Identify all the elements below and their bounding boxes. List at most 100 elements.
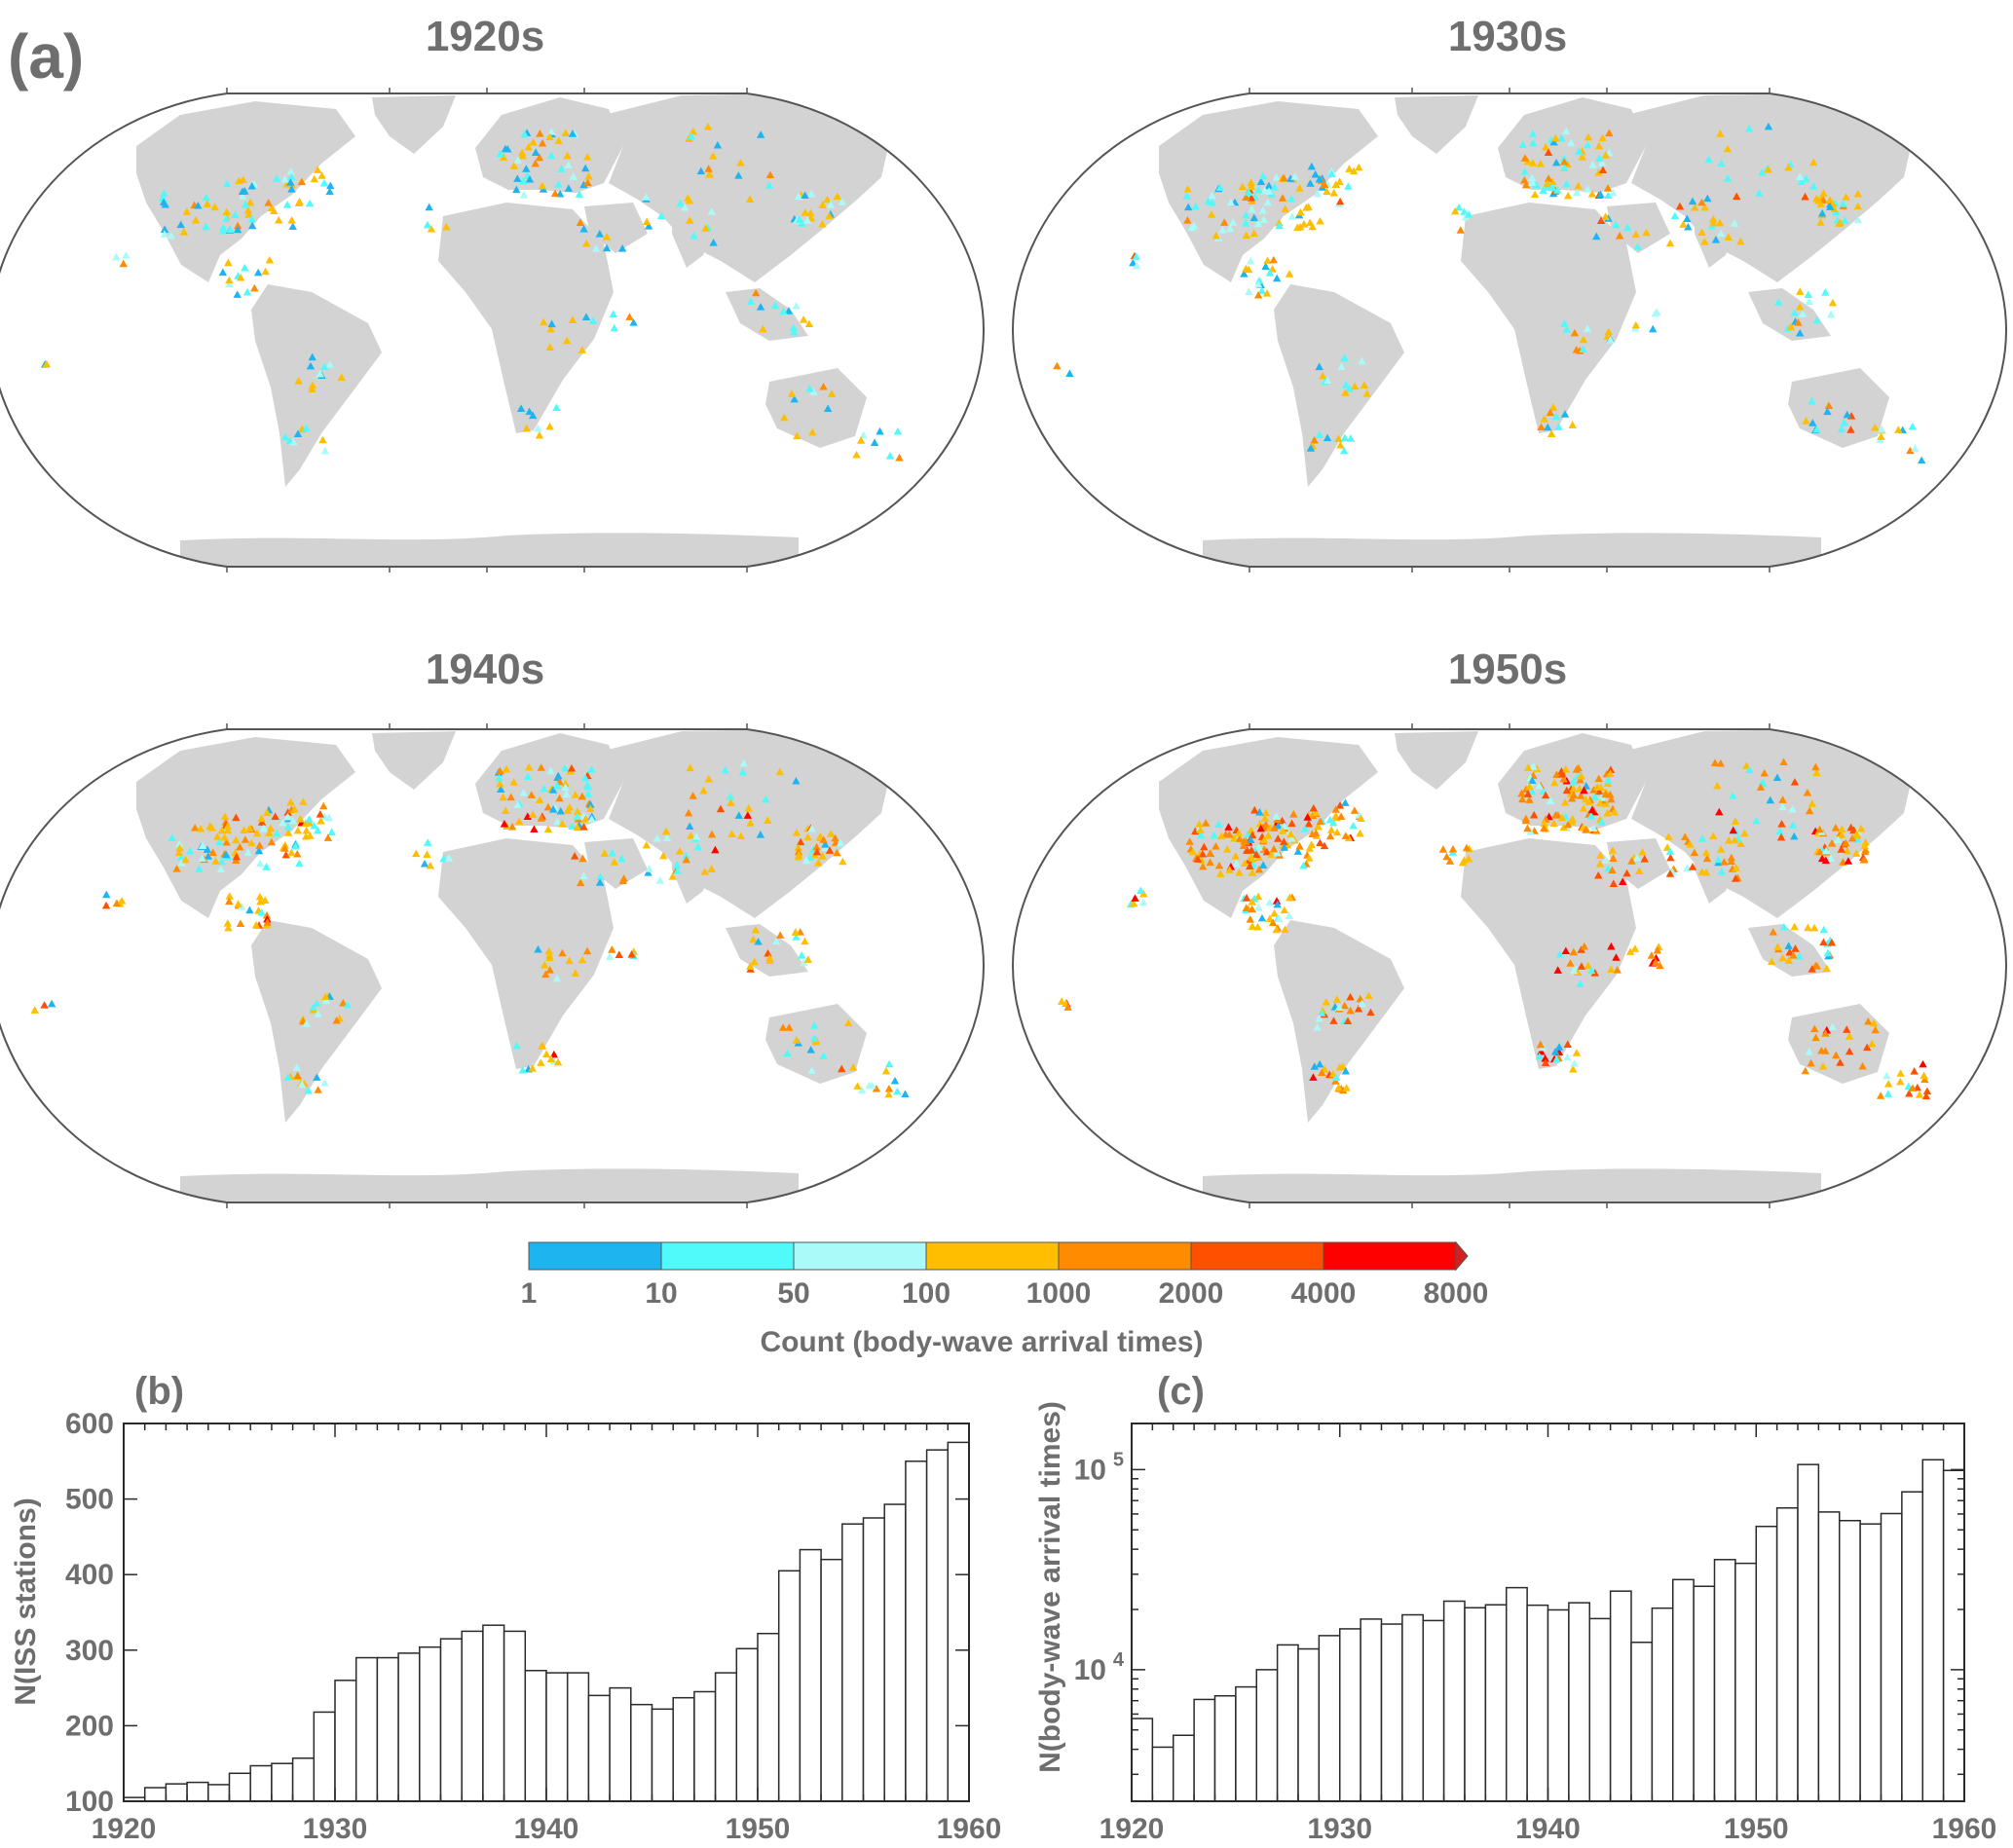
station-marker	[1559, 823, 1568, 832]
bar	[862, 1517, 885, 1802]
station-marker	[1448, 844, 1458, 853]
station-marker	[893, 1087, 902, 1095]
station-marker	[252, 829, 262, 837]
station-marker	[1263, 256, 1272, 264]
station-marker	[1808, 182, 1818, 190]
station-marker	[1773, 942, 1782, 950]
station-marker	[1821, 856, 1831, 865]
station-marker	[216, 865, 226, 873]
station-marker	[605, 952, 615, 960]
station-marker	[1769, 928, 1777, 936]
station-marker	[1896, 1069, 1905, 1077]
continent-antarctica	[1203, 1168, 1821, 1202]
station-marker	[211, 857, 220, 865]
station-marker	[1280, 843, 1289, 851]
station-marker	[1837, 831, 1846, 839]
station-marker	[1304, 819, 1314, 828]
bar	[757, 1632, 780, 1802]
ylabel-iss-stations: N(ISS stations)	[10, 1497, 42, 1705]
station-marker	[528, 411, 538, 420]
station-marker	[1335, 197, 1345, 205]
station-marker	[1606, 765, 1616, 773]
station-marker	[1656, 961, 1664, 970]
station-marker	[1845, 1047, 1854, 1055]
station-marker	[1529, 810, 1539, 819]
station-marker	[1360, 381, 1369, 389]
station-marker	[693, 842, 702, 851]
station-marker	[629, 318, 638, 326]
station-marker	[583, 178, 592, 186]
station-marker	[1584, 132, 1593, 141]
station-marker	[264, 199, 273, 206]
station-marker	[1527, 787, 1537, 795]
station-marker	[1801, 1066, 1809, 1075]
station-marker	[1818, 1061, 1828, 1070]
station-marker	[1579, 345, 1587, 353]
station-marker	[652, 833, 661, 842]
station-marker	[234, 221, 242, 230]
station-marker	[288, 816, 298, 825]
bar	[1213, 1694, 1237, 1802]
station-marker	[195, 865, 204, 872]
station-marker	[1272, 274, 1282, 282]
station-marker	[705, 170, 714, 178]
station-marker	[236, 273, 245, 281]
station-marker	[241, 263, 249, 272]
station-marker	[617, 244, 627, 252]
station-marker	[1805, 297, 1813, 306]
bar	[1797, 1463, 1820, 1802]
station-marker	[778, 1023, 788, 1031]
station-marker	[1784, 942, 1793, 949]
station-marker	[168, 833, 176, 842]
station-marker	[885, 452, 895, 460]
station-marker	[1138, 898, 1148, 906]
station-marker	[1219, 218, 1229, 226]
station-marker	[1597, 818, 1606, 826]
station-marker	[317, 816, 325, 825]
station-marker	[1551, 412, 1561, 421]
station-marker	[673, 861, 682, 869]
station-marker	[1752, 816, 1761, 825]
station-marker	[1896, 1077, 1905, 1086]
station-marker	[1803, 788, 1812, 796]
station-marker	[668, 872, 677, 880]
station-marker	[1562, 325, 1571, 333]
station-marker	[1546, 408, 1555, 417]
station-marker	[1711, 236, 1721, 243]
station-marker	[1715, 807, 1724, 816]
station-marker	[642, 217, 652, 226]
station-marker	[203, 200, 211, 207]
station-marker	[1286, 194, 1296, 203]
station-marker	[1742, 761, 1751, 769]
station-marker	[545, 132, 554, 141]
bar	[1775, 1507, 1799, 1802]
station-marker	[796, 837, 805, 846]
station-marker	[1606, 336, 1615, 344]
station-marker	[538, 181, 546, 190]
station-marker	[273, 174, 281, 182]
station-marker	[1790, 832, 1799, 840]
station-marker	[238, 187, 247, 196]
station-marker	[783, 1049, 792, 1057]
station-marker	[1264, 181, 1274, 190]
station-marker	[254, 846, 264, 855]
world-map-1920s	[0, 88, 986, 573]
station-marker	[273, 829, 281, 837]
station-marker	[676, 199, 685, 207]
station-marker	[499, 793, 507, 801]
station-marker	[1790, 778, 1800, 786]
bar	[165, 1783, 188, 1802]
station-marker	[427, 224, 436, 233]
y-tick-exponent: 5	[1113, 1449, 1124, 1470]
station-marker	[686, 216, 694, 224]
station-marker	[223, 826, 233, 834]
station-marker	[1809, 923, 1819, 932]
station-marker	[1560, 164, 1569, 171]
station-marker	[838, 198, 846, 205]
station-marker	[1700, 203, 1709, 211]
station-marker	[1342, 1084, 1351, 1091]
station-marker	[573, 812, 581, 821]
station-marker	[1529, 138, 1538, 147]
station-marker	[1550, 1047, 1560, 1055]
station-marker	[746, 297, 756, 305]
